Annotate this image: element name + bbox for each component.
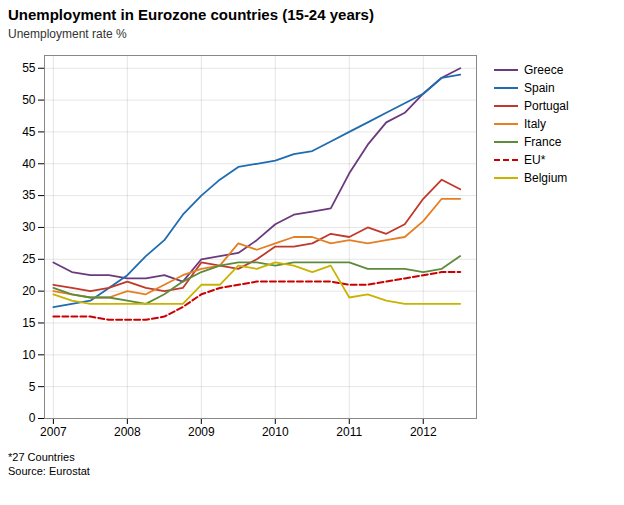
svg-text:2010: 2010 bbox=[262, 425, 289, 439]
html-text:Unemployment in Eurozone count: Unemployment in Eurozone countries (15-2… bbox=[8, 6, 374, 23]
svg-text:2011: 2011 bbox=[336, 425, 362, 439]
svg-text:2012: 2012 bbox=[410, 425, 437, 439]
svg-text:2008: 2008 bbox=[114, 425, 141, 439]
html-text:Italy: Italy bbox=[524, 117, 546, 131]
svg-text:2007: 2007 bbox=[40, 425, 67, 439]
html-text:France: France bbox=[524, 135, 562, 149]
html-text:Belgium: Belgium bbox=[524, 171, 568, 185]
svg-text:35: 35 bbox=[22, 188, 36, 202]
svg-text:30: 30 bbox=[22, 220, 36, 234]
html-text:Spain: Spain bbox=[524, 81, 555, 95]
html-text:EU*: EU* bbox=[524, 153, 546, 167]
html-text:*27 Countries: *27 Countries bbox=[8, 451, 75, 463]
svg-text:5: 5 bbox=[29, 379, 36, 393]
svg-text:2009: 2009 bbox=[188, 425, 215, 439]
svg-text:25: 25 bbox=[22, 252, 36, 266]
svg-text:20: 20 bbox=[22, 284, 36, 298]
svg-text:45: 45 bbox=[22, 125, 36, 139]
html-text:Unemployment rate %: Unemployment rate % bbox=[8, 27, 127, 41]
svg-text:50: 50 bbox=[22, 93, 36, 107]
svg-text:10: 10 bbox=[22, 348, 36, 362]
html-text:Source: Eurostat: Source: Eurostat bbox=[8, 465, 90, 477]
html-text:Greece: Greece bbox=[524, 63, 564, 77]
svg-text:55: 55 bbox=[22, 61, 36, 75]
svg-text:40: 40 bbox=[22, 157, 36, 171]
svg-text:15: 15 bbox=[22, 316, 36, 330]
html-text:Portugal: Portugal bbox=[524, 99, 569, 113]
svg-text:0: 0 bbox=[29, 411, 36, 425]
